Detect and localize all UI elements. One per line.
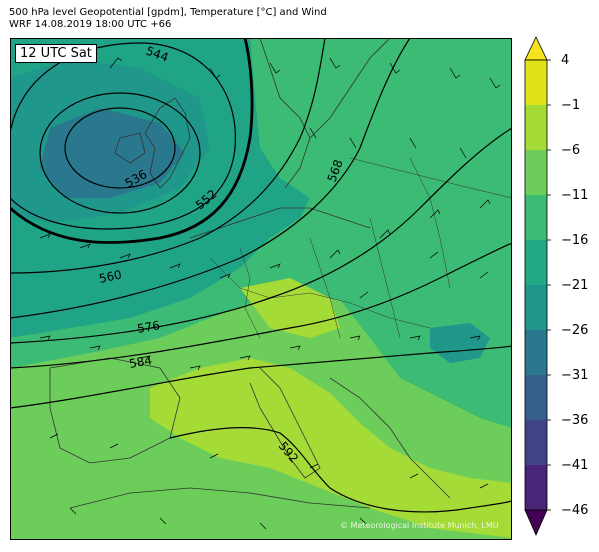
colorbar-tick: −31	[561, 368, 589, 383]
map-title: 500 hPa level Geopotential [gpdm], Tempe…	[9, 7, 327, 18]
colorbar-segment-0	[525, 60, 547, 105]
colorbar-tick: −11	[561, 188, 589, 203]
colorbar-tick: −26	[561, 323, 589, 338]
colorbar-tick: −21	[561, 278, 589, 293]
contour-536-inner	[64, 107, 176, 189]
colorbar-segment-5	[525, 285, 547, 330]
contour-588	[10, 345, 512, 409]
colorbar-bottom-extension	[524, 509, 548, 536]
contour-560	[10, 38, 326, 274]
colorbar-segment-8	[525, 420, 547, 465]
map-subtitle: WRF 14.08.2019 18:00 UTC +66	[9, 19, 172, 30]
colorbar-segment-4	[525, 240, 547, 285]
label-560: 560	[98, 267, 123, 285]
colorbar-segment-6	[525, 330, 547, 375]
colorbar-tick: −36	[561, 413, 589, 428]
colorbar-segment-1	[525, 105, 547, 150]
colorbar-tick: −16	[561, 233, 589, 248]
colorbar-segment-9	[525, 465, 547, 510]
colorbar-segment-7	[525, 375, 547, 420]
colorbar-top-extension	[524, 36, 548, 61]
contour-536	[39, 92, 201, 214]
temp-field-yellow-green	[150, 358, 512, 538]
label-576: 576	[136, 318, 161, 336]
contour-584	[10, 242, 512, 369]
credit-text: © Meteorological Institute Munich, LMU	[340, 521, 499, 530]
weather-map: 544 536 552 560 568 576 584 592	[10, 38, 512, 540]
colorbar-segment-2	[525, 150, 547, 195]
temp-field-east-teal	[430, 323, 490, 363]
contour-568	[10, 38, 411, 319]
colorbar-tick: −41	[561, 458, 589, 473]
contour-552	[10, 38, 254, 244]
colorbar-tick: −6	[561, 143, 581, 158]
coastlines	[49, 38, 512, 509]
temp-field-cold-core-inner	[40, 108, 185, 198]
colorbar-tick: −1	[561, 98, 581, 113]
contour-592	[169, 426, 512, 513]
colorbar-segment-3	[525, 195, 547, 240]
temperature-colorbar	[524, 36, 551, 536]
forecast-time-label: 12 UTC Sat	[15, 44, 97, 63]
contour-576	[10, 127, 512, 344]
colorbar-tick: −46	[561, 503, 589, 518]
colorbar-tick: 4	[561, 53, 570, 68]
label-584: 584	[128, 353, 153, 371]
